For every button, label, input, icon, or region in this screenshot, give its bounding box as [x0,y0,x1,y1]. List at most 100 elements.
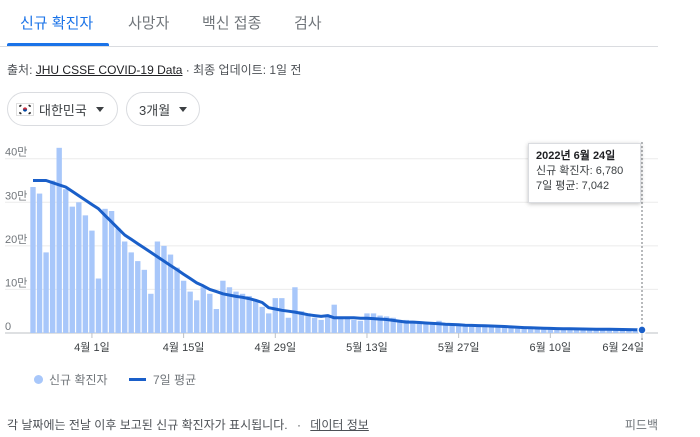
case-bar [580,329,586,333]
tab-new-cases[interactable]: 신규 확진자 [20,15,94,32]
cases-chart[interactable]: 0 10만 20만 30만 40만 4월 1일 4월 15일 4월 29일 5월 13일 5월 2… [0,140,660,365]
case-bar [187,291,193,333]
legend-line-icon [129,378,146,381]
tab-deaths[interactable]: 사망자 [128,15,170,32]
active-tab-indicator [7,43,109,46]
case-bar [128,252,134,333]
case-bar [488,326,495,333]
case-bar [318,319,324,333]
case-bar [180,280,187,333]
case-bar [305,313,311,333]
case-bar [115,228,121,333]
average-line [33,179,643,332]
case-bar [220,280,226,333]
hover-point [637,325,647,335]
source-link[interactable]: JHU CSSE COVID-19 Data [35,63,183,77]
case-bar [527,329,534,333]
country-dropdown[interactable]: 대한민국 [7,92,118,126]
case-bar [626,329,632,333]
case-bar [167,254,174,333]
source-prefix: 출처: [7,63,36,77]
case-bar [95,278,102,333]
case-bar [632,329,639,333]
case-bar [161,245,167,333]
case-bar [462,325,468,333]
case-bar [89,230,95,333]
legend-cases-label: 신규 확진자 [49,373,108,387]
case-bar [541,327,547,333]
case-bar [148,293,154,333]
period-label: 3개월 [139,102,171,118]
case-bar [285,317,292,333]
case-bar [508,327,514,333]
tooltip-date: 2022년 6월 24일 [536,150,616,162]
south-korea-flag-icon [16,102,34,116]
case-bar [573,329,580,333]
case-bar [252,300,259,333]
footer-note: 각 날짜에는 전날 이후 보고된 신규 확진자가 표시됩니다. · 데이터 정보 [7,416,369,433]
x-tick-label: 4월 29일 [254,340,296,354]
y-tick-label: 30만 [5,189,27,202]
case-bar [292,287,298,333]
case-bar [364,313,370,333]
chevron-down-icon [179,106,188,112]
country-label: 대한민국 [39,102,87,118]
case-bar [207,293,213,333]
tab-tests[interactable]: 검사 [294,15,322,32]
y-tick-label: 10만 [5,276,27,289]
case-bar [390,317,396,333]
case-bar [338,317,344,333]
case-bar [226,287,233,333]
case-bar [141,269,148,333]
case-bar [63,189,69,333]
case-bar [586,329,593,333]
case-bar [154,241,161,333]
case-bar [246,295,252,333]
data-info-link[interactable]: 데이터 정보 [310,418,369,432]
case-bar [76,202,82,333]
case-bar [351,319,357,333]
case-bar [567,329,573,333]
chevron-down-icon [95,106,104,112]
y-tick-label: 20만 [5,233,27,246]
case-bar [416,322,423,333]
x-tick-label: 5월 27일 [438,340,480,354]
case-bar [108,211,115,333]
case-bar [482,326,488,333]
x-tick-label: 4월 15일 [163,340,205,354]
case-bar [560,329,567,333]
case-bar [194,300,200,333]
x-tick-label: 6월 10일 [529,340,571,354]
case-bar [495,326,501,333]
case-bar [547,328,554,333]
tab-vaccinations[interactable]: 백신 접종 [202,15,262,32]
period-dropdown[interactable]: 3개월 [126,92,200,126]
legend-item-cases: 신규 확진자 [34,371,108,388]
y-tick-label: 40만 [5,146,27,159]
case-bar [298,311,305,333]
legend-item-average: 7일 평균 [129,371,196,388]
case-bar [383,316,390,333]
case-bar [357,320,364,333]
x-tick-label: 4월 1일 [74,340,110,354]
case-bar [43,252,49,333]
feedback-link[interactable]: 피드백 [624,418,658,432]
case-bar [501,326,508,333]
legend-dot-icon [34,375,43,384]
case-bar [344,319,351,333]
case-bar [213,309,220,333]
case-bar [593,329,599,333]
case-bar [469,325,475,333]
legend-average-label: 7일 평균 [153,373,197,387]
footer-note-text: 각 날짜에는 전날 이후 보고된 신규 확진자가 표시됩니다. [7,418,288,432]
case-bar [377,315,383,333]
case-bar [311,317,318,333]
tooltip-cases: 신규 확진자: 6,780 [536,165,624,177]
case-bar [475,326,481,333]
case-bar [442,324,449,333]
case-bar [600,329,606,333]
case-bar [429,323,436,333]
source-line: 출처: JHU CSSE COVID-19 Data · 최종 업데이트: 1일… [7,61,301,78]
case-bar [521,329,527,333]
case-bar [613,329,619,333]
